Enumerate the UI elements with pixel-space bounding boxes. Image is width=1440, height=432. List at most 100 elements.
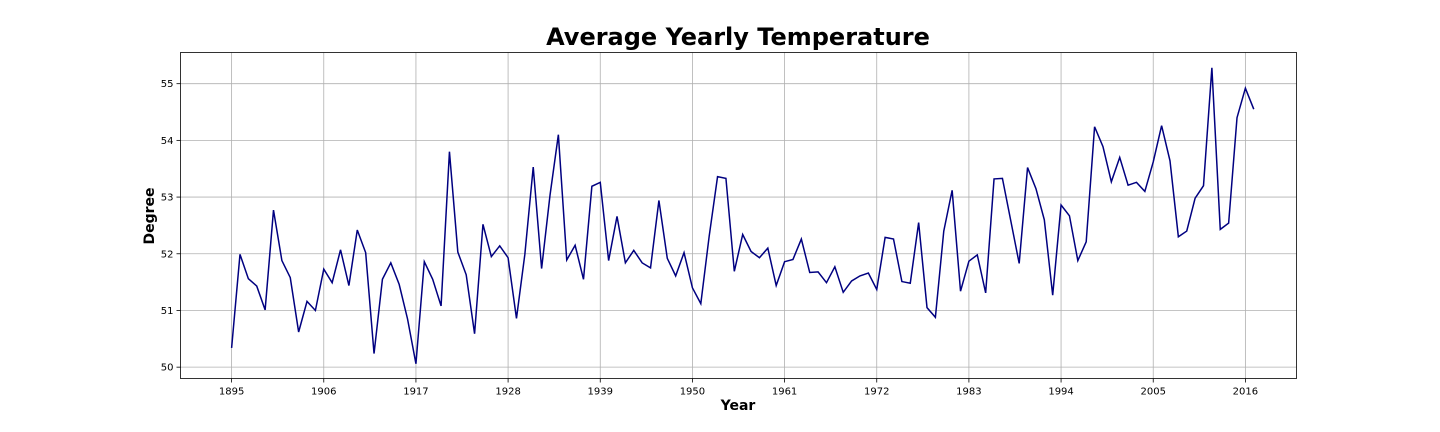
data-point-1963 xyxy=(801,239,802,240)
data-point-2012 xyxy=(1211,67,1212,68)
x-tick-label: 1895 xyxy=(219,387,244,398)
data-point-1923 xyxy=(466,274,467,275)
data-point-1965 xyxy=(818,271,819,272)
x-axis-label: Year xyxy=(720,398,756,414)
data-point-2001 xyxy=(1119,157,1120,158)
data-point-1898 xyxy=(256,286,257,287)
data-point-1941 xyxy=(617,216,618,217)
data-point-1925 xyxy=(482,224,483,225)
data-point-1900 xyxy=(273,210,274,211)
data-point-1973 xyxy=(885,237,886,238)
data-point-1913 xyxy=(382,279,383,280)
data-point-1989 xyxy=(1019,263,1020,264)
data-point-1987 xyxy=(1002,178,1003,179)
data-point-2016 xyxy=(1245,88,1246,89)
point-layer xyxy=(231,67,1254,364)
data-point-1945 xyxy=(650,267,651,268)
data-point-1931 xyxy=(533,167,534,168)
data-point-1926 xyxy=(491,256,492,257)
data-point-1976 xyxy=(910,283,911,284)
data-point-1911 xyxy=(365,252,366,253)
data-point-1959 xyxy=(767,248,768,249)
data-point-1991 xyxy=(1035,188,1036,189)
data-point-1922 xyxy=(457,252,458,253)
data-point-1948 xyxy=(675,275,676,276)
data-point-1910 xyxy=(357,229,358,230)
data-point-2010 xyxy=(1195,198,1196,199)
data-point-2014 xyxy=(1228,223,1229,224)
x-tick-label: 1983 xyxy=(956,387,981,398)
data-point-1955 xyxy=(734,271,735,272)
data-point-2011 xyxy=(1203,185,1204,186)
data-point-1927 xyxy=(499,245,500,246)
data-point-2002 xyxy=(1128,185,1129,186)
x-tick-label: 1917 xyxy=(403,387,428,398)
data-point-1902 xyxy=(290,277,291,278)
data-point-1914 xyxy=(390,262,391,263)
data-point-2000 xyxy=(1111,181,1112,182)
data-point-1975 xyxy=(901,281,902,282)
tick-layer: 1895 1906 1917 1928 1939 1950 1961 1972 1983 1994… xyxy=(161,79,1258,397)
data-point-1994 xyxy=(1061,205,1062,206)
data-point-1904 xyxy=(307,301,308,302)
data-point-2007 xyxy=(1169,160,1170,161)
data-point-1895 xyxy=(231,347,232,348)
data-point-1957 xyxy=(751,251,752,252)
data-point-2004 xyxy=(1144,191,1145,192)
data-point-1960 xyxy=(776,285,777,286)
data-point-1967 xyxy=(834,266,835,267)
y-tick-label: 51 xyxy=(161,306,174,317)
data-point-1999 xyxy=(1102,146,1103,147)
data-point-1977 xyxy=(918,222,919,223)
data-point-1919 xyxy=(432,279,433,280)
data-point-1961 xyxy=(784,261,785,262)
data-point-1906 xyxy=(323,269,324,270)
data-point-1935 xyxy=(566,260,567,261)
data-point-2009 xyxy=(1186,231,1187,232)
data-point-1928 xyxy=(508,257,509,258)
y-tick-label: 55 xyxy=(161,79,174,90)
grid-layer xyxy=(180,52,1297,379)
data-point-1972 xyxy=(876,289,877,290)
data-point-1909 xyxy=(348,285,349,286)
x-tick-label: 1961 xyxy=(772,387,797,398)
data-point-1984 xyxy=(977,254,978,255)
x-tick-label: 1939 xyxy=(588,387,613,398)
data-point-1982 xyxy=(960,291,961,292)
y-tick-label: 53 xyxy=(161,193,174,204)
data-point-1932 xyxy=(541,268,542,269)
y-axis-label: Degree xyxy=(142,187,158,244)
data-point-1950 xyxy=(692,287,693,288)
data-point-1905 xyxy=(315,310,316,311)
data-point-1952 xyxy=(709,236,710,237)
data-point-1938 xyxy=(591,186,592,187)
x-tick-label: 1928 xyxy=(495,387,520,398)
data-point-1942 xyxy=(625,262,626,263)
x-tick-label: 1972 xyxy=(864,387,889,398)
data-point-1936 xyxy=(575,245,576,246)
data-point-1992 xyxy=(1044,219,1045,220)
data-point-1903 xyxy=(298,332,299,333)
data-point-1964 xyxy=(809,272,810,273)
data-point-1971 xyxy=(868,273,869,274)
x-tick-label: 2016 xyxy=(1233,387,1258,398)
data-point-1947 xyxy=(667,258,668,259)
data-point-1979 xyxy=(935,317,936,318)
data-point-2005 xyxy=(1153,161,1154,162)
data-point-1944 xyxy=(642,262,643,263)
data-point-1924 xyxy=(474,333,475,334)
y-tick-label: 54 xyxy=(161,136,174,147)
data-point-1917 xyxy=(415,363,416,364)
x-tick-label: 1950 xyxy=(680,387,705,398)
data-point-1953 xyxy=(717,176,718,177)
data-point-1939 xyxy=(600,182,601,183)
data-point-1969 xyxy=(851,280,852,281)
y-tick-label: 52 xyxy=(161,249,174,260)
data-point-2006 xyxy=(1161,125,1162,126)
data-point-2017 xyxy=(1253,109,1254,110)
data-point-1985 xyxy=(985,292,986,293)
data-point-1937 xyxy=(583,279,584,280)
data-point-1966 xyxy=(826,282,827,283)
x-tick-label: 2005 xyxy=(1141,387,1166,398)
